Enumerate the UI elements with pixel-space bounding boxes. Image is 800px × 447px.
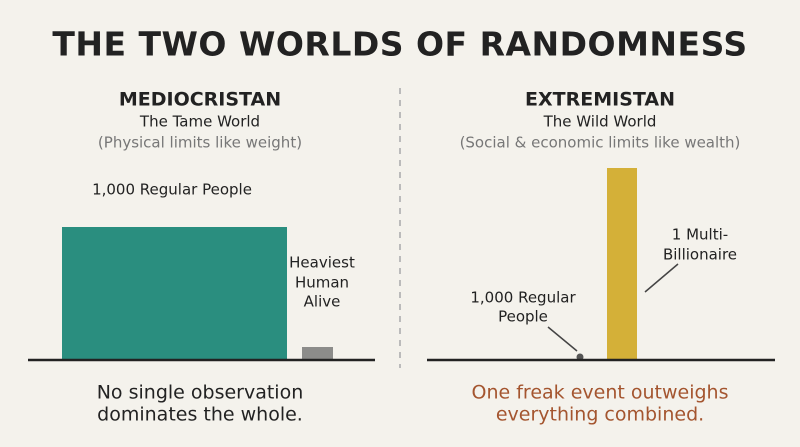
panel-heading: MEDIOCRISTAN <box>119 89 281 111</box>
label: Alive <box>304 293 341 311</box>
label: 1 Multi- <box>672 226 728 244</box>
panel-heading: EXTREMISTAN <box>525 89 675 111</box>
panel-subtitle: The Wild World <box>543 113 657 131</box>
leader-line <box>547 326 578 352</box>
label: Billionaire <box>663 246 737 264</box>
leader-line <box>644 263 679 293</box>
label: People <box>498 308 548 326</box>
bar <box>62 227 287 360</box>
caption: dominates the whole. <box>97 404 303 426</box>
panel-note: (Social & economic limits like wealth) <box>460 134 741 152</box>
label: Human <box>295 274 349 292</box>
label: Heaviest <box>289 254 355 272</box>
panel-subtitle: The Tame World <box>139 113 260 131</box>
caption: everything combined. <box>496 404 704 426</box>
label: 1,000 Regular People <box>92 181 252 199</box>
title: THE TWO WORLDS OF RANDOMNESS <box>52 25 747 64</box>
bar <box>607 168 637 360</box>
bar <box>302 347 333 360</box>
label: 1,000 Regular <box>470 289 576 307</box>
panel-note: (Physical limits like weight) <box>98 134 302 152</box>
caption: One freak event outweighs <box>472 382 729 404</box>
caption: No single observation <box>97 382 304 404</box>
